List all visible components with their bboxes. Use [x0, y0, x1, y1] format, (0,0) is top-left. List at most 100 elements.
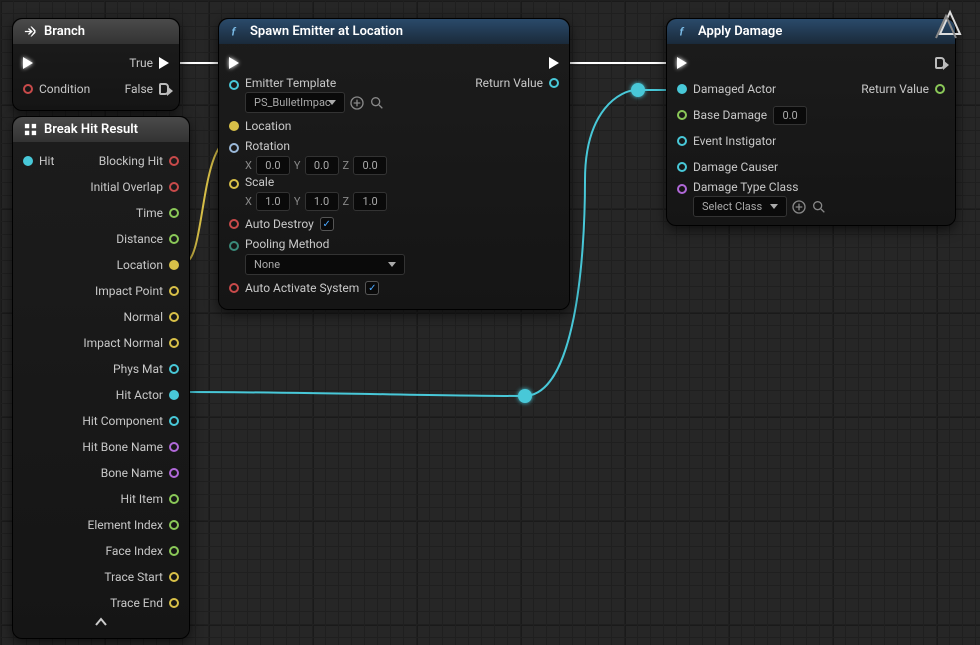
output-pin[interactable] — [169, 520, 179, 530]
pin-label: Location — [245, 119, 291, 133]
auto-activate-checkbox[interactable]: ✓ — [365, 281, 379, 295]
rotation-pin[interactable] — [229, 143, 239, 153]
node-branch[interactable]: Branch True Condition False — [12, 18, 180, 111]
pin-label: Phys Mat — [113, 362, 163, 376]
node-title: Branch — [44, 24, 85, 39]
output-pin[interactable] — [169, 286, 179, 296]
pin-label: Distance — [116, 232, 163, 246]
scale-z-input[interactable] — [353, 192, 387, 211]
damage-causer-pin[interactable] — [677, 162, 687, 172]
auto-destroy-checkbox[interactable]: ✓ — [320, 217, 334, 231]
output-pin[interactable] — [169, 546, 179, 556]
output-pin[interactable] — [169, 208, 179, 218]
output-pin[interactable] — [169, 312, 179, 322]
scale-y-input[interactable] — [305, 192, 339, 211]
pin-label: Rotation — [245, 139, 387, 153]
output-pin[interactable] — [169, 572, 179, 582]
damage-type-pin[interactable] — [677, 184, 687, 194]
pin-label: Blocking Hit — [99, 154, 163, 168]
auto-activate-pin[interactable] — [229, 283, 239, 293]
asset-selector[interactable]: PS_BulletImpac — [245, 92, 345, 113]
axis-label: Z — [343, 159, 350, 172]
pin-label: Hit Bone Name — [82, 440, 163, 454]
output-pin[interactable] — [169, 364, 179, 374]
node-apply-damage[interactable]: f Apply Damage Damaged Actor Return Valu… — [666, 18, 956, 226]
output-pin[interactable] — [169, 494, 179, 504]
scale-x-input[interactable] — [256, 192, 290, 211]
axis-label: Y — [294, 159, 301, 172]
pin-label: Auto Activate System — [245, 281, 359, 295]
exec-out-pin[interactable] — [549, 57, 559, 69]
pooling-method-selector[interactable]: None — [245, 254, 405, 275]
pin-label: Hit — [39, 154, 54, 168]
pin-label: Element Index — [88, 518, 164, 532]
return-value-pin[interactable] — [935, 84, 945, 94]
pooling-method-pin[interactable] — [229, 241, 239, 251]
exec-out-false[interactable] — [159, 83, 169, 95]
output-pin[interactable] — [169, 416, 179, 426]
pin-label: Event Instigator — [693, 134, 776, 148]
exec-in-pin[interactable] — [677, 57, 687, 69]
exec-out-true[interactable] — [159, 57, 169, 69]
output-pin[interactable] — [169, 338, 179, 348]
exec-out-pin[interactable] — [935, 57, 945, 69]
exec-in-pin[interactable] — [23, 57, 33, 69]
event-instigator-pin[interactable] — [677, 136, 687, 146]
pin-label: Condition — [39, 82, 90, 96]
pin-label: Trace End — [110, 596, 163, 610]
node-title: Spawn Emitter at Location — [250, 24, 403, 39]
node-header: Branch — [13, 19, 179, 44]
damaged-actor-pin[interactable] — [677, 84, 687, 94]
node-title: Apply Damage — [698, 24, 782, 39]
pin-label: Emitter Template — [245, 76, 385, 90]
output-pin[interactable] — [169, 390, 179, 400]
output-pin[interactable] — [169, 442, 179, 452]
base-damage-pin[interactable] — [677, 110, 687, 120]
rotation-y-input[interactable] — [305, 156, 339, 175]
expand-arrow-icon[interactable] — [94, 617, 108, 627]
browse-icon[interactable] — [811, 199, 827, 215]
use-selected-icon[interactable] — [791, 199, 807, 215]
node-header: Break Hit Result — [13, 117, 189, 142]
output-pin[interactable] — [169, 182, 179, 192]
pin-label: Return Value — [475, 76, 543, 90]
rotation-x-input[interactable] — [256, 156, 290, 175]
emitter-template-pin[interactable] — [229, 80, 239, 90]
return-value-pin[interactable] — [549, 78, 559, 88]
pin-label: Hit Component — [82, 414, 163, 428]
auto-destroy-pin[interactable] — [229, 219, 239, 229]
node-break-hit-result[interactable]: Break Hit Result Hit Blocking Hit Initial … — [12, 116, 190, 639]
location-pin[interactable] — [229, 121, 239, 131]
output-pin[interactable] — [169, 598, 179, 608]
axis-label: Y — [294, 195, 301, 208]
browse-icon[interactable] — [369, 95, 385, 111]
pin-label: Return Value — [861, 82, 929, 96]
pin-label: Initial Overlap — [90, 180, 163, 194]
scale-pin[interactable] — [229, 179, 239, 189]
output-pin[interactable] — [169, 468, 179, 478]
exec-in-pin[interactable] — [229, 57, 239, 69]
pin-label: Scale — [245, 175, 387, 189]
pin-label: Damaged Actor — [693, 82, 776, 96]
pin-label: Face Index — [105, 544, 163, 558]
condition-pin[interactable] — [23, 84, 33, 94]
output-pin[interactable] — [169, 234, 179, 244]
hit-pin[interactable] — [23, 156, 33, 166]
pin-label: Impact Point — [95, 284, 163, 298]
rotation-z-input[interactable] — [353, 156, 387, 175]
node-header: f Spawn Emitter at Location — [219, 19, 569, 44]
axis-label: Z — [343, 195, 350, 208]
axis-label: X — [245, 195, 252, 208]
pin-label: True — [129, 56, 153, 70]
blueprint-dirty-icon — [934, 8, 966, 40]
reroute-pin[interactable] — [631, 83, 645, 97]
class-selector[interactable]: Select Class — [693, 196, 787, 217]
node-spawn-emitter[interactable]: f Spawn Emitter at Location Emitter Temp… — [218, 18, 570, 310]
use-selected-icon[interactable] — [349, 95, 365, 111]
output-pin[interactable] — [169, 260, 179, 270]
reroute-pin[interactable] — [518, 389, 532, 403]
output-pin[interactable] — [169, 156, 179, 166]
function-icon: f — [677, 24, 692, 39]
base-damage-input[interactable] — [773, 106, 807, 125]
function-icon: f — [229, 24, 244, 39]
